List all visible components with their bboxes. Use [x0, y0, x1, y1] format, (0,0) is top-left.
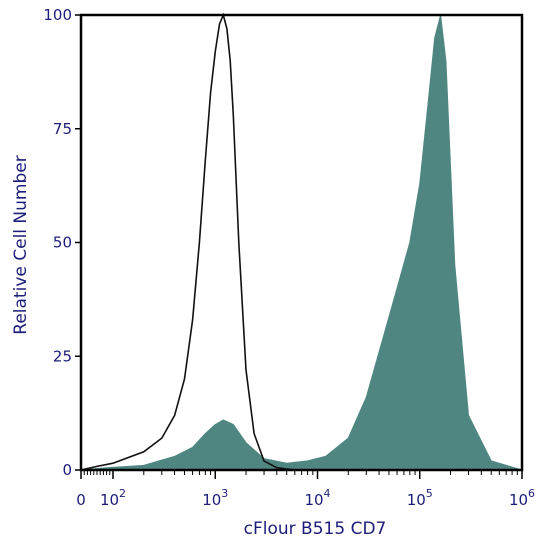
x-tick-label: 106 — [509, 487, 535, 509]
y-tick-label: 50 — [53, 234, 72, 252]
series-filled-histogram — [80, 14, 523, 471]
y-tick-label: 0 — [62, 461, 72, 479]
y-tick-label: 75 — [53, 120, 72, 138]
x-axis-label: cFlour B515 CD7 — [244, 519, 387, 539]
x-tick-label: 0 — [76, 491, 86, 509]
x-tick-label: 104 — [304, 487, 330, 509]
x-tick-label: 103 — [202, 487, 228, 509]
series-layer — [80, 12, 523, 471]
y-axis-label: Relative Cell Number — [11, 155, 31, 334]
y-tick-label: 100 — [43, 6, 72, 24]
x-tick-label: 105 — [407, 487, 433, 509]
y-tick-label: 25 — [53, 347, 72, 365]
x-tick-label: 102 — [100, 487, 126, 509]
series-outline-histogram — [80, 12, 318, 471]
ticks-layer: 0 25 50 75 100 0 102 103 104 105 106 — [43, 6, 535, 509]
